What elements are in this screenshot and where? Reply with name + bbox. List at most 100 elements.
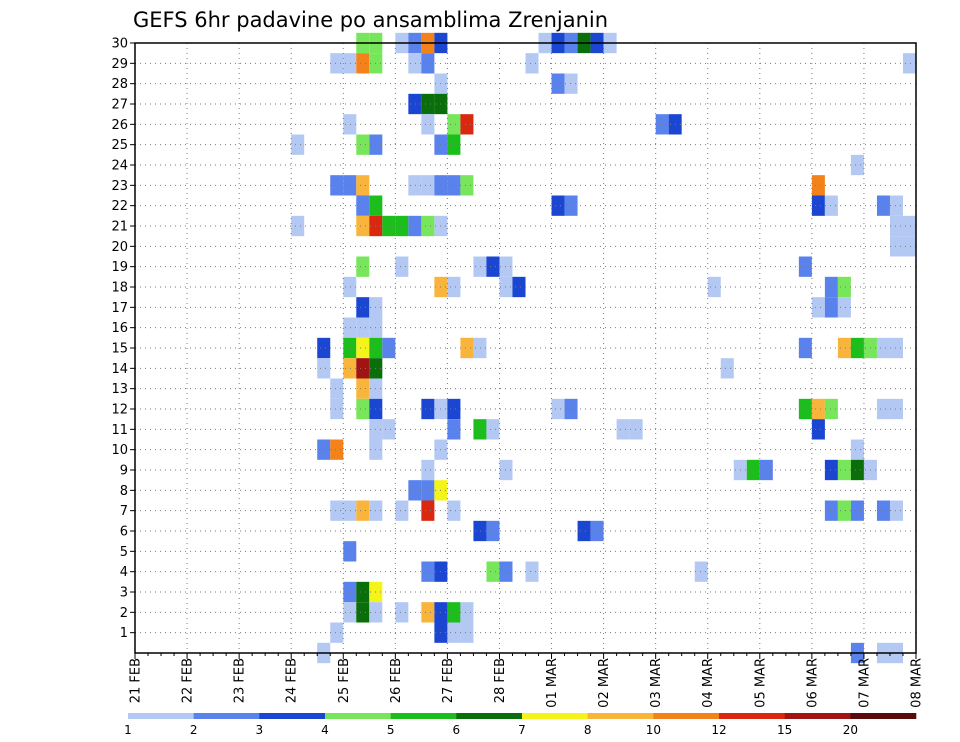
heatmap-cell	[317, 439, 331, 460]
heatmap-cell	[330, 398, 344, 420]
y-tick-label: 15	[111, 342, 128, 357]
heatmap-cell	[395, 215, 409, 237]
colorbar-label: 3	[256, 723, 264, 737]
heatmap-cell	[850, 154, 864, 176]
heatmap-cell	[759, 459, 773, 481]
y-axis: 1234567891011121314151617181920212223242…	[111, 37, 135, 641]
heatmap-cell	[824, 276, 838, 298]
heatmap-cell	[486, 520, 500, 542]
colorbar-label: 7	[518, 723, 526, 737]
heatmap-cell	[317, 358, 331, 379]
heatmap-cell	[421, 602, 435, 623]
colorbar-swatch	[784, 713, 851, 719]
heatmap-cell	[876, 500, 890, 521]
heatmap-cell	[343, 114, 357, 135]
heatmap-cell	[356, 215, 370, 237]
y-tick-label: 22	[111, 199, 128, 214]
heatmap-cell	[564, 73, 578, 94]
heatmap-cell	[889, 500, 903, 521]
heatmap-cell	[421, 459, 435, 481]
heatmap-cell	[811, 398, 825, 420]
heatmap-cell	[330, 175, 344, 196]
colorbar-swatch	[719, 713, 785, 719]
heatmap-cell	[382, 215, 396, 237]
colorbar-swatch	[259, 713, 326, 719]
colorbar-swatch	[587, 713, 654, 719]
colorbar: 1 2 3 4 5 6 7 8 10 12 15 20	[124, 713, 917, 737]
heatmap-cell	[460, 114, 474, 135]
y-tick-label: 14	[111, 362, 128, 377]
heatmap-cell	[889, 398, 903, 420]
y-tick-label: 21	[111, 220, 128, 235]
heatmap-cell	[356, 297, 370, 318]
heatmap-cell	[421, 480, 435, 501]
heatmap-cell	[291, 134, 305, 155]
heatmap-cell	[486, 561, 500, 582]
y-tick-label: 12	[111, 403, 128, 418]
heatmap-cell	[889, 215, 903, 237]
heatmap-cell	[837, 276, 851, 298]
heatmap-cell	[343, 581, 357, 603]
x-tick-label: 07 MAR	[857, 658, 872, 708]
heatmap-cell	[473, 256, 487, 277]
y-tick-label: 9	[120, 464, 128, 479]
heatmap-cell	[902, 236, 916, 257]
heatmap-cell	[408, 53, 422, 74]
heatmap-cell	[382, 337, 396, 359]
y-tick-label: 18	[111, 281, 128, 296]
heatmap-cell	[811, 297, 825, 318]
y-tick-label: 28	[111, 77, 128, 92]
heatmap-cell	[421, 215, 435, 237]
chart-grid	[135, 42, 916, 653]
heatmap-cell	[317, 337, 331, 359]
heatmap-cell	[551, 398, 565, 420]
colorbar-swatch	[456, 713, 523, 719]
heatmap-cell	[811, 419, 825, 440]
colorbar-label: 15	[777, 723, 792, 737]
y-tick-label: 24	[111, 159, 128, 174]
heatmap-cell	[889, 236, 903, 257]
heatmap-cell	[356, 398, 370, 420]
heatmap-cell	[551, 73, 565, 94]
y-tick-label: 1	[120, 626, 128, 641]
heatmap-cell	[421, 561, 435, 582]
y-tick-label: 23	[111, 179, 128, 194]
y-tick-label: 26	[111, 118, 128, 133]
heatmap-cell	[811, 195, 825, 216]
heatmap-cell	[356, 317, 370, 338]
heatmap-cell	[811, 175, 825, 196]
y-tick-label: 5	[120, 545, 128, 560]
heatmap-cell	[447, 500, 461, 521]
heatmap-cell	[421, 53, 435, 74]
heatmap-cell	[902, 215, 916, 237]
y-tick-label: 17	[111, 301, 128, 316]
y-tick-label: 25	[111, 138, 128, 153]
y-tick-label: 4	[120, 565, 128, 580]
heatmap-cell	[356, 195, 370, 216]
x-tick-label: 27 FEB	[441, 658, 456, 703]
y-tick-label: 3	[120, 586, 128, 601]
colorbar-label: 4	[321, 723, 329, 737]
colorbar-label: 12	[711, 723, 726, 737]
heatmap-cell	[837, 459, 851, 481]
heatmap-cell	[460, 602, 474, 623]
chart-title: GEFS 6hr padavine po ansamblima Zrenjani…	[133, 8, 608, 32]
colorbar-swatch	[850, 713, 917, 719]
x-tick-label: 04 MAR	[701, 658, 716, 708]
y-tick-label: 30	[111, 37, 128, 52]
x-tick-label: 22 FEB	[181, 658, 196, 703]
heatmap-cell	[564, 195, 578, 216]
colorbar-label: 2	[190, 723, 198, 737]
x-tick-label: 02 MAR	[597, 658, 612, 708]
heatmap-cell	[473, 337, 487, 359]
x-tick-label: 24 FEB	[285, 658, 300, 703]
heatmap-cell	[343, 358, 357, 379]
colorbar-label: 8	[584, 723, 592, 737]
heatmap-cell	[850, 337, 864, 359]
heatmap-cell	[447, 276, 461, 298]
heatmap-cell	[395, 256, 409, 277]
heatmap-cell	[824, 459, 838, 481]
colorbar-label: 1	[124, 723, 132, 737]
x-tick-label: 25 FEB	[337, 658, 352, 703]
